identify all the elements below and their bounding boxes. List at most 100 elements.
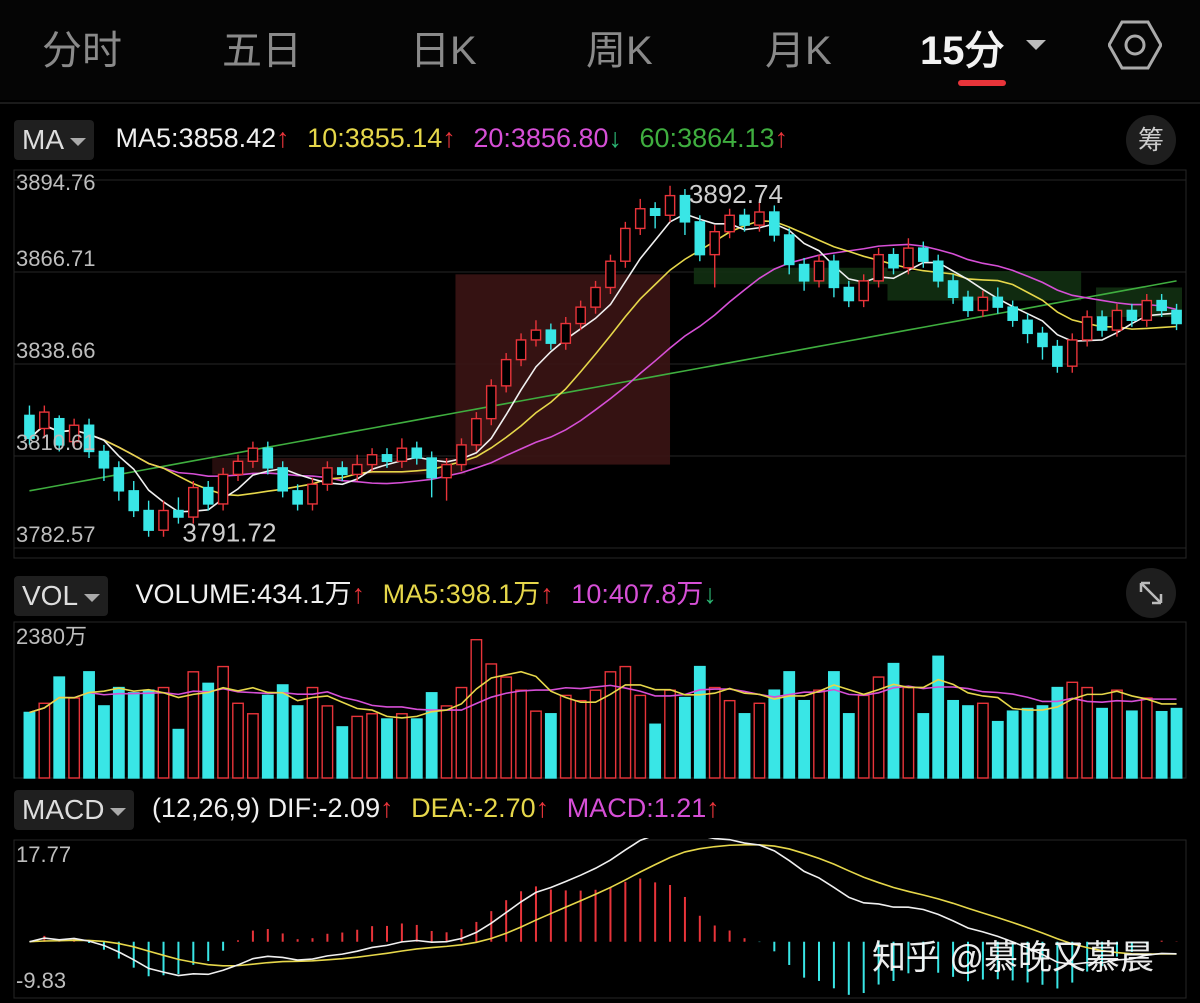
volume-bar bbox=[172, 728, 185, 779]
tab-15min[interactable]: 15分 bbox=[920, 29, 1005, 73]
volume-bar bbox=[291, 705, 304, 779]
volume-bar bbox=[1155, 710, 1168, 779]
candle-down bbox=[411, 447, 423, 459]
volume-bar bbox=[723, 699, 736, 779]
ma5-label: MA5: bbox=[115, 123, 179, 154]
ma5-value: 3858.42 bbox=[178, 123, 277, 154]
candle-down bbox=[932, 260, 944, 282]
tab-five-day[interactable]: 五日 bbox=[222, 29, 302, 73]
volume-bar bbox=[53, 676, 66, 779]
candle-down bbox=[1007, 306, 1018, 321]
volume-bar bbox=[246, 713, 259, 779]
volume-bar bbox=[947, 699, 960, 779]
tab-monthly-k[interactable]: 月K bbox=[765, 29, 832, 73]
candle-up bbox=[456, 444, 467, 466]
tab-daily-k[interactable]: 日K bbox=[410, 29, 477, 73]
expand-icon[interactable] bbox=[1126, 568, 1176, 618]
candle-up bbox=[530, 329, 542, 341]
volume-chart[interactable]: 2380万 bbox=[0, 620, 1200, 780]
y-tick-label: 3838.66 bbox=[16, 338, 96, 363]
candle-up bbox=[307, 483, 318, 505]
candle-up bbox=[709, 230, 721, 256]
volume-bar bbox=[559, 694, 572, 779]
candle-down bbox=[1022, 319, 1033, 335]
y-tick-label: 3866.71 bbox=[16, 246, 96, 271]
candle-up bbox=[1111, 309, 1123, 331]
candle-down bbox=[1126, 309, 1138, 321]
volume-bar bbox=[98, 705, 110, 779]
candle-down bbox=[143, 509, 154, 531]
vol-ma10-value: 407.8万 bbox=[608, 579, 704, 610]
volume-bar bbox=[768, 689, 781, 779]
candle-up bbox=[471, 417, 482, 446]
candle-down bbox=[649, 208, 661, 216]
volume-bar bbox=[202, 682, 215, 779]
gear-icon[interactable] bbox=[1108, 18, 1162, 72]
volume-bar bbox=[1036, 705, 1049, 779]
candle-down bbox=[1171, 309, 1182, 325]
dif-value: -2.09 bbox=[318, 793, 381, 824]
candle-up bbox=[322, 467, 333, 485]
volume-bar bbox=[1006, 710, 1019, 779]
ma-selector[interactable]: MA bbox=[14, 120, 94, 160]
candle-up bbox=[500, 358, 512, 387]
candle-down bbox=[173, 509, 184, 518]
chip-distribution-button[interactable]: 筹 bbox=[1126, 115, 1176, 165]
volume-bar bbox=[530, 710, 542, 779]
volume-value: 434.1万 bbox=[257, 579, 352, 610]
volume-bar bbox=[381, 718, 393, 779]
candle-down bbox=[98, 450, 110, 469]
volume-bar bbox=[1021, 707, 1034, 779]
y-tick-label: 2380万 bbox=[16, 624, 87, 649]
volume-bar bbox=[366, 713, 379, 779]
volume-bar bbox=[470, 638, 483, 779]
candle-down bbox=[992, 296, 1004, 308]
candle-up bbox=[247, 447, 259, 463]
volume-bar bbox=[738, 713, 751, 779]
volume-bar bbox=[157, 686, 170, 779]
volume-bar bbox=[1051, 686, 1064, 779]
volume-bar bbox=[679, 696, 691, 779]
macd-chart[interactable]: 17.77 -9.83 bbox=[0, 838, 1200, 1003]
ma10-label: 10: bbox=[307, 123, 345, 154]
volume-bar bbox=[589, 689, 602, 779]
y-tick-label: 3894.76 bbox=[16, 170, 96, 195]
volume-bar bbox=[1066, 681, 1079, 779]
tab-intraday[interactable]: 分时 bbox=[42, 29, 122, 73]
ma20-value: 3856.80 bbox=[510, 123, 609, 154]
candle-down bbox=[917, 247, 929, 262]
vol-selector[interactable]: VOL bbox=[14, 576, 109, 616]
chevron-down-icon[interactable] bbox=[1026, 40, 1046, 50]
volume-bar bbox=[142, 689, 155, 779]
macd-selector[interactable]: MACD bbox=[14, 790, 135, 830]
volume-bar bbox=[351, 715, 364, 779]
volume-bar bbox=[68, 697, 81, 779]
tab-weekly-k[interactable]: 周K bbox=[586, 29, 653, 73]
volume-bar bbox=[574, 699, 587, 779]
y-tick-label: 3782.57 bbox=[16, 522, 96, 547]
candle-up bbox=[1066, 339, 1078, 367]
volume-bar bbox=[38, 702, 51, 779]
candle-up bbox=[903, 247, 914, 269]
high-price-label: 3892.74 bbox=[689, 179, 783, 209]
candle-up bbox=[366, 454, 378, 466]
candlestick-chart[interactable]: 3894.76 3866.71 3838.66 3810.61 3782.57 3892.… bbox=[0, 168, 1200, 564]
candle-up bbox=[605, 260, 616, 289]
candle-down bbox=[679, 194, 691, 223]
candle-down bbox=[53, 417, 65, 446]
candle-down bbox=[1052, 345, 1063, 367]
volume-bar bbox=[693, 665, 706, 779]
volume-bar bbox=[217, 665, 230, 779]
candle-down bbox=[113, 467, 125, 492]
candle-down bbox=[798, 263, 810, 282]
chart-frame bbox=[13, 169, 1187, 559]
dea-label: DEA: bbox=[411, 793, 475, 824]
candle-up bbox=[158, 509, 169, 531]
volume-bar bbox=[515, 689, 527, 779]
volume-bar bbox=[306, 686, 319, 779]
candle-down bbox=[262, 447, 274, 469]
watermark: 知乎 @慕晚又慕晨 bbox=[872, 939, 1154, 977]
dif-label: DIF: bbox=[267, 793, 319, 824]
volume-bar bbox=[1111, 689, 1123, 779]
volume-bar bbox=[962, 705, 974, 779]
